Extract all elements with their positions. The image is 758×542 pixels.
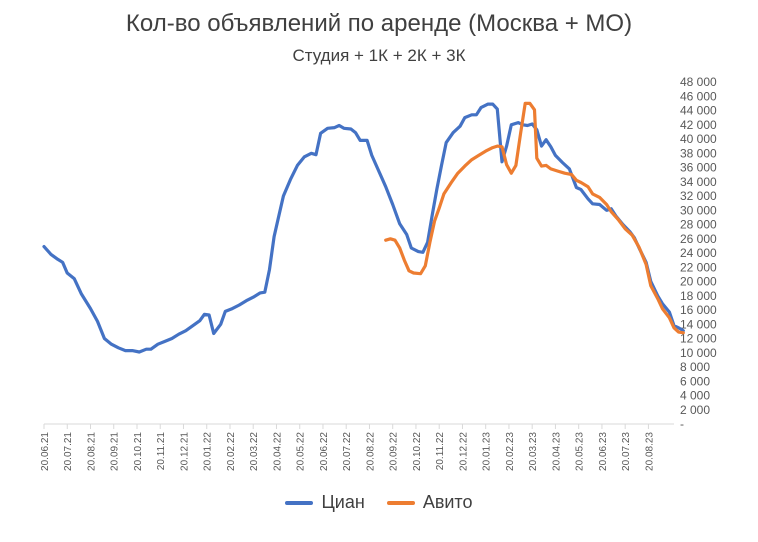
y-tick-label: 34 000 [680, 175, 717, 189]
y-tick-label: 38 000 [680, 146, 717, 160]
x-tick-label: 20.03.22 [249, 432, 260, 471]
x-tick-label: 20.08.21 [86, 432, 97, 471]
x-tick-label: 20.11.21 [156, 432, 167, 471]
legend-swatch-avito [386, 500, 415, 505]
legend-label-avito: Авито [422, 492, 473, 512]
series-layer [42, 101, 685, 354]
x-tick-label: 20.06.23 [598, 432, 609, 471]
y-tick-label: 36 000 [680, 161, 717, 175]
y-tick-label: 12 000 [680, 332, 717, 346]
y-tick-label: 2 000 [680, 403, 710, 417]
x-tick-label: 20.12.22 [458, 432, 469, 471]
y-tick-label: 18 000 [680, 289, 717, 303]
y-tick-label: 44 000 [680, 104, 717, 118]
chart-subtitle: Студия + 1К + 2К + 3К [292, 46, 466, 65]
x-tick-label: 20.04.23 [551, 432, 562, 471]
x-tick-label: 20.08.22 [365, 432, 376, 471]
x-tick-label: 20.02.23 [505, 432, 516, 471]
legend-item-cian: Циан [285, 492, 365, 513]
y-tick-label: 28 000 [680, 218, 717, 232]
y-tick-label: 30 000 [680, 203, 717, 217]
x-tick-label: 20.01.23 [482, 432, 493, 471]
x-tick-label: 20.05.23 [575, 432, 586, 471]
x-tick-label: 20.10.21 [133, 432, 144, 471]
x-tick-label: 20.07.22 [342, 432, 353, 471]
x-tick-label: 20.07.21 [63, 432, 74, 471]
y-tick-label: 6 000 [680, 374, 710, 388]
y-tick-label: 46 000 [680, 89, 717, 103]
x-tick-label: 20.02.22 [226, 432, 237, 471]
y-tick-label: 32 000 [680, 189, 717, 203]
x-tick-label: 20.06.22 [319, 432, 330, 471]
x-tick-label: 20.12.21 [179, 432, 190, 471]
y-tick-label: 40 000 [680, 132, 717, 146]
y-tick-label: 42 000 [680, 118, 717, 132]
x-tick-label: 20.06.21 [40, 432, 51, 471]
y-tick-label: 4 000 [680, 389, 710, 403]
y-tick-label: 26 000 [680, 232, 717, 246]
x-tick-label: 20.05.22 [296, 432, 307, 471]
x-tick-label: 20.04.22 [272, 432, 283, 471]
y-tick-label: 24 000 [680, 246, 717, 260]
y-tick-label: 8 000 [680, 360, 710, 374]
x-tick-label: 20.11.22 [435, 432, 446, 471]
series-line-1 [384, 101, 685, 335]
y-tick-label: - [680, 417, 684, 431]
y-tick-label: 20 000 [680, 275, 717, 289]
x-tick-label: 20.08.23 [644, 432, 655, 471]
y-tick-label: 48 000 [680, 75, 717, 89]
x-tick-label: 20.01.22 [203, 432, 214, 471]
y-tick-label: 10 000 [680, 346, 717, 360]
series-line-0 [42, 102, 685, 354]
legend-item-avito: Авито [386, 492, 473, 513]
x-tick-label: 20.09.21 [110, 432, 121, 471]
x-tick-label: 20.03.23 [528, 432, 539, 471]
x-axis: 20.06.21 20.07.21 20.08.21 20.09.21 20.10.21… [40, 423, 674, 471]
legend-label-cian: Циан [321, 492, 365, 512]
chart-legend: Циан Авито [0, 492, 758, 513]
y-tick-label: 16 000 [680, 303, 717, 317]
x-tick-label: 20.09.22 [389, 432, 400, 471]
y-tick-label: 14 000 [680, 317, 717, 331]
x-tick-label: 20.10.22 [412, 432, 423, 471]
legend-swatch-cian [285, 500, 314, 505]
chart-title: Кол-во объявлений по аренде (Москва + МО… [125, 10, 633, 37]
x-tick-label: 20.07.23 [621, 432, 632, 471]
y-tick-label: 22 000 [680, 260, 717, 274]
